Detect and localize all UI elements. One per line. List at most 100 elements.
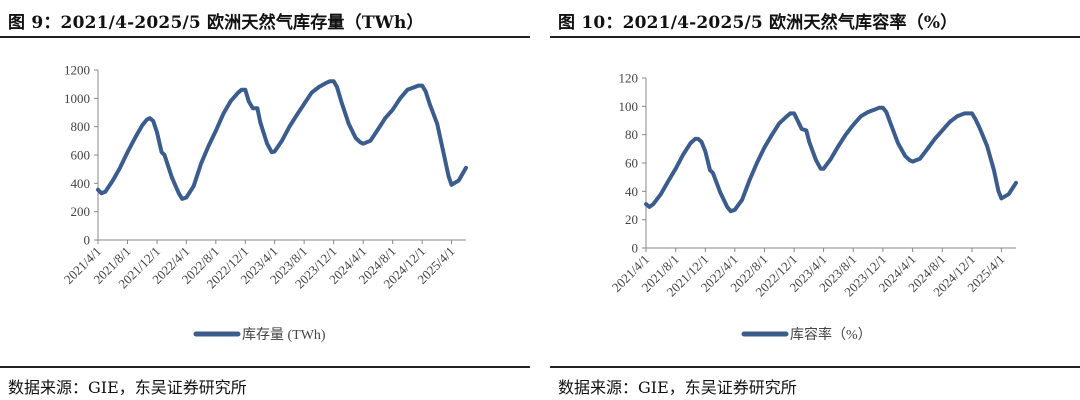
- data-point: [229, 99, 233, 103]
- data-point: [647, 205, 651, 209]
- data-point: [963, 111, 967, 115]
- source-note: 数据来源：GIE，东吴证券研究所: [558, 378, 797, 397]
- data-point: [280, 139, 284, 143]
- data-point: [725, 205, 729, 209]
- data-point: [145, 118, 149, 122]
- data-point: [859, 114, 863, 118]
- data-point: [273, 150, 277, 153]
- data-point: [358, 140, 362, 144]
- data-point: [240, 88, 243, 92]
- data-point: [177, 191, 181, 195]
- data-point: [243, 88, 247, 92]
- data-point: [258, 120, 262, 124]
- data-point: [689, 141, 692, 145]
- y-tick-label: 0: [632, 241, 639, 256]
- data-point: [659, 192, 663, 196]
- data-point: [180, 197, 184, 201]
- title-rule: [550, 36, 1080, 38]
- data-point: [214, 129, 218, 133]
- data-point: [339, 99, 343, 103]
- data-point: [140, 123, 144, 127]
- data-point: [1007, 192, 1011, 196]
- data-point: [792, 111, 796, 115]
- y-tick-label: 40: [625, 184, 638, 199]
- data-point: [644, 202, 648, 206]
- data-point: [866, 110, 870, 114]
- data-point: [997, 189, 1000, 193]
- data-point: [911, 160, 915, 164]
- chart-panel-storage-rate: 图 10：2021/4-2025/5 欧洲天然气库容率（%） 0 20 40 60 80…: [550, 0, 1080, 400]
- y-tick-label: 0: [84, 233, 91, 248]
- data-point: [118, 166, 122, 170]
- data-point: [674, 167, 678, 171]
- data-point: [889, 121, 892, 125]
- data-point: [155, 130, 159, 134]
- y-tick-label: 200: [71, 204, 91, 219]
- data-point: [416, 84, 420, 88]
- data-point: [955, 114, 959, 118]
- data-point: [700, 140, 703, 144]
- data-point: [151, 119, 155, 123]
- data-point: [908, 158, 912, 162]
- data-point: [221, 112, 225, 116]
- data-point: [103, 190, 107, 194]
- data-point: [770, 133, 774, 137]
- data-point: [160, 150, 164, 154]
- chart-title: 图 10：2021/4-2025/5 欧洲天然气库容率（%）: [558, 13, 958, 33]
- data-point: [420, 84, 424, 88]
- y-tick-label: 100: [619, 99, 639, 114]
- data-point: [199, 162, 203, 165]
- storage-volume-chart: 0200400600800100012002021/4/12021/8/1202…: [61, 63, 468, 343]
- data-point: [819, 167, 823, 171]
- data-point: [999, 196, 1003, 200]
- data-point: [310, 91, 314, 95]
- chart-title: 图 9：2021/4-2025/5 欧洲天然气库存量（TWh）: [8, 13, 424, 33]
- data-point: [651, 202, 655, 206]
- data-point: [317, 85, 321, 89]
- data-point: [148, 116, 152, 120]
- data-point: [457, 179, 461, 182]
- data-point: [184, 196, 188, 199]
- data-point: [111, 179, 115, 182]
- data-point: [324, 81, 328, 85]
- data-point: [265, 142, 269, 146]
- data-point: [836, 144, 840, 148]
- data-point: [814, 158, 818, 162]
- data-point: [376, 128, 380, 131]
- data-point: [785, 114, 789, 118]
- data-point: [391, 108, 395, 112]
- data-point: [696, 137, 700, 141]
- storage-rate-chart: 0204060801001202021/4/12021/8/12021/12/1…: [609, 71, 1018, 343]
- data-point: [918, 157, 922, 161]
- data-point: [287, 125, 291, 129]
- data-point: [302, 102, 306, 106]
- data-point: [255, 106, 259, 110]
- data-point: [884, 110, 888, 114]
- data-point: [973, 117, 977, 121]
- data-point: [933, 137, 937, 141]
- data-point: [844, 133, 848, 137]
- data-point: [368, 139, 372, 143]
- data-point: [681, 153, 685, 156]
- data-point: [948, 120, 952, 124]
- data-point: [206, 145, 210, 148]
- data-point: [413, 85, 417, 89]
- data-point: [295, 113, 299, 117]
- data-point: [940, 128, 944, 132]
- data-point: [788, 111, 792, 115]
- data-point: [703, 150, 707, 154]
- data-point: [970, 111, 974, 115]
- data-point: [251, 106, 255, 110]
- data-point: [163, 153, 166, 157]
- data-point: [800, 127, 804, 131]
- data-point: [877, 106, 881, 110]
- data-point: [711, 171, 715, 175]
- data-point: [1014, 181, 1018, 185]
- data-point: [236, 91, 240, 95]
- data-point: [807, 140, 811, 144]
- data-point: [851, 123, 855, 127]
- data-point: [829, 157, 833, 161]
- data-point: [666, 179, 670, 183]
- data-point: [748, 178, 752, 182]
- data-point: [896, 141, 900, 145]
